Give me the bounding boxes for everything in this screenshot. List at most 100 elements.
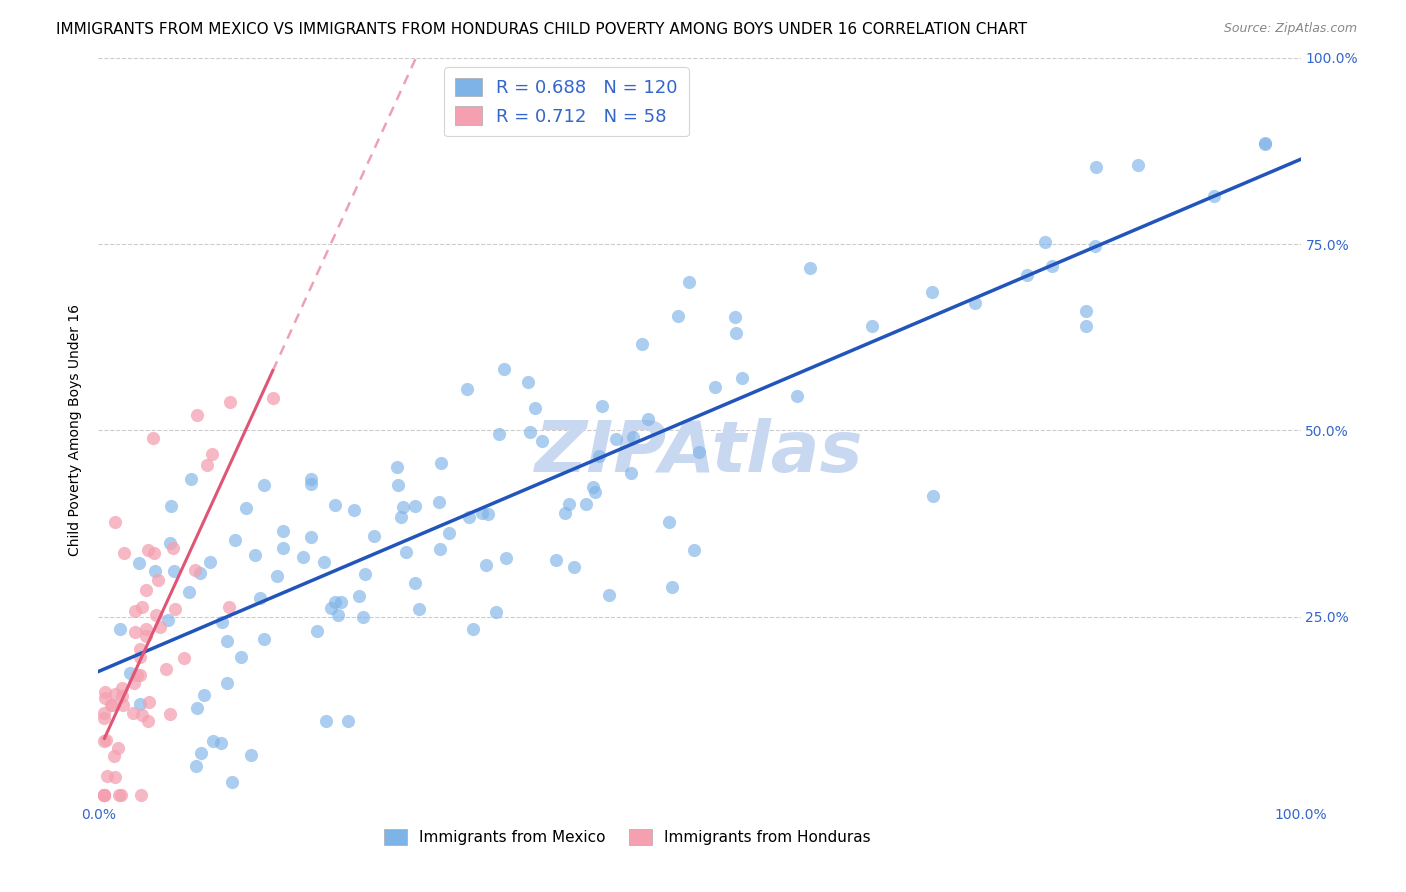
Point: [326, 608, 349, 623]
Point: [217, 634, 239, 648]
Point: [658, 515, 681, 529]
Point: [315, 714, 337, 729]
Point: [124, 676, 146, 690]
Point: [582, 480, 605, 494]
Point: [494, 362, 516, 376]
Point: [1254, 136, 1277, 151]
Point: [678, 275, 700, 289]
Point: [1204, 189, 1226, 203]
Point: [271, 541, 294, 555]
Point: [724, 310, 747, 324]
Point: [93, 789, 115, 803]
Point: [1040, 260, 1063, 274]
Point: [429, 541, 451, 556]
Legend: Immigrants from Mexico, Immigrants from Honduras: Immigrants from Mexico, Immigrants from …: [378, 822, 876, 851]
Point: [554, 506, 576, 520]
Point: [112, 698, 135, 713]
Point: [209, 736, 232, 750]
Point: [385, 459, 408, 474]
Point: [731, 371, 754, 385]
Point: [93, 789, 115, 803]
Point: [291, 549, 314, 564]
Point: [524, 401, 547, 415]
Point: [477, 507, 499, 521]
Point: [155, 662, 177, 676]
Point: [184, 564, 207, 578]
Point: [323, 595, 346, 609]
Point: [96, 769, 118, 783]
Point: [621, 430, 644, 444]
Point: [100, 698, 122, 713]
Point: [575, 497, 598, 511]
Point: [179, 584, 201, 599]
Point: [159, 536, 181, 550]
Point: [661, 580, 683, 594]
Point: [404, 499, 426, 513]
Point: [921, 489, 943, 503]
Point: [1128, 158, 1150, 172]
Point: [591, 399, 613, 413]
Point: [637, 412, 659, 426]
Point: [249, 591, 271, 606]
Point: [159, 706, 181, 721]
Point: [1017, 268, 1039, 282]
Point: [142, 430, 165, 444]
Point: [1084, 238, 1107, 252]
Point: [163, 602, 186, 616]
Point: [202, 734, 225, 748]
Point: [704, 379, 727, 393]
Point: [273, 524, 295, 538]
Point: [235, 500, 257, 515]
Point: [485, 605, 508, 619]
Point: [531, 434, 554, 448]
Point: [110, 789, 132, 803]
Point: [605, 432, 627, 446]
Point: [112, 546, 135, 560]
Point: [558, 497, 581, 511]
Point: [180, 473, 202, 487]
Point: [495, 550, 517, 565]
Point: [120, 665, 142, 680]
Point: [135, 629, 157, 643]
Point: [786, 389, 808, 403]
Point: [108, 622, 131, 636]
Point: [195, 458, 218, 472]
Point: [124, 625, 146, 640]
Point: [186, 701, 208, 715]
Point: [1084, 160, 1107, 174]
Point: [1253, 136, 1275, 150]
Point: [354, 567, 377, 582]
Point: [163, 564, 186, 578]
Point: [620, 467, 643, 481]
Point: [131, 789, 153, 803]
Point: [111, 681, 134, 696]
Point: [184, 759, 207, 773]
Point: [1074, 319, 1097, 334]
Point: [389, 510, 412, 524]
Text: Source: ZipAtlas.com: Source: ZipAtlas.com: [1223, 22, 1357, 36]
Point: [221, 775, 243, 789]
Point: [107, 741, 129, 756]
Point: [211, 615, 233, 630]
Point: [186, 408, 208, 422]
Point: [198, 555, 221, 569]
Point: [193, 688, 215, 702]
Point: [145, 607, 167, 622]
Point: [135, 622, 157, 636]
Point: [219, 395, 242, 409]
Point: [395, 545, 418, 559]
Point: [546, 553, 568, 567]
Point: [104, 515, 127, 529]
Point: [108, 789, 131, 803]
Point: [188, 566, 211, 580]
Point: [129, 698, 152, 712]
Point: [224, 533, 246, 547]
Point: [135, 583, 157, 598]
Point: [314, 555, 336, 569]
Point: [562, 559, 585, 574]
Point: [266, 569, 288, 583]
Point: [336, 714, 359, 728]
Point: [129, 642, 152, 657]
Point: [392, 500, 415, 515]
Point: [461, 622, 484, 636]
